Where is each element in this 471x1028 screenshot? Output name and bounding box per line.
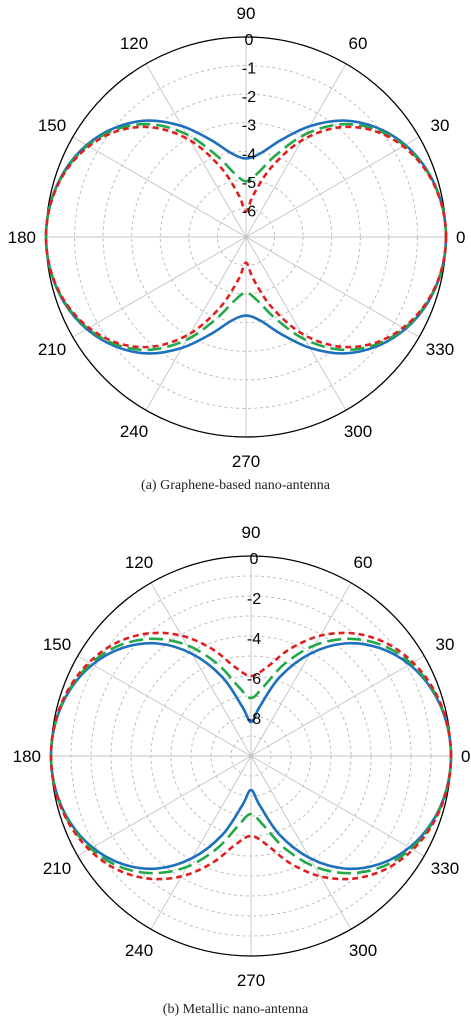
grid-spoke (250, 755, 352, 930)
polar-grid (46, 37, 446, 437)
radial-tick-label: 0 (250, 551, 259, 568)
angle-tick-label: 30 (436, 635, 455, 654)
grid-spoke (250, 655, 425, 757)
angle-tick-label: 60 (354, 553, 373, 572)
caption-graphene: (a) Graphene-based nano-antenna (141, 478, 330, 493)
grid-spoke (145, 63, 247, 238)
angle-tick-label: 240 (120, 422, 148, 441)
angle-tick-label: 120 (120, 34, 148, 53)
angle-tick-label: 270 (237, 971, 265, 990)
angle-tick-label: 210 (43, 859, 71, 878)
angle-tick-label: 0 (461, 747, 470, 766)
series-curves (49, 631, 453, 881)
angle-tick-label: 180 (13, 747, 41, 766)
radial-tick-label: -6 (247, 671, 261, 688)
radial-tick-label: -4 (242, 146, 256, 163)
radial-tick-label: -2 (247, 591, 261, 608)
polar-plot-metallic: 0 30 60 90 120 150 180 210 240 270 300 330 0 -2 -4 -6 -8 (13, 523, 471, 990)
grid-spoke (72, 236, 247, 338)
angle-tick-labels: 0 30 60 90 120 150 180 210 240 270 300 330 (8, 4, 466, 471)
angle-tick-label: 270 (232, 452, 260, 471)
angle-tick-label: 330 (431, 859, 459, 878)
angle-tick-label: 330 (426, 340, 454, 359)
grid-spoke (250, 582, 352, 757)
grid-spoke (245, 236, 347, 411)
radial-tick-label: -6 (242, 203, 256, 220)
grid-spoke (72, 136, 247, 238)
grid-spoke (245, 236, 420, 338)
angle-tick-label: 150 (38, 116, 66, 135)
polar-plot-graphene: 0 30 60 90 120 150 180 210 240 270 300 330 0 -1 -2 -3 -4… (8, 4, 466, 471)
radial-tick-label: -2 (242, 89, 256, 106)
grid-spoke (145, 236, 247, 411)
series-curve-2 (44, 122, 448, 352)
angle-tick-label: 210 (38, 340, 66, 359)
radial-tick-labels: 0 -1 -2 -3 -4 -5 -6 (242, 32, 256, 220)
grid-spoke (77, 755, 252, 857)
angle-tick-label: 90 (237, 4, 256, 23)
caption-metallic: (b) Metallic nano-antenna (162, 1002, 309, 1017)
angle-tick-label: 90 (242, 523, 261, 542)
angle-tick-label: 30 (431, 116, 450, 135)
angle-tick-label: 120 (125, 553, 153, 572)
radial-tick-label: -3 (242, 118, 256, 135)
polar-grid (51, 556, 451, 956)
angle-tick-label: 300 (344, 422, 372, 441)
radial-tick-label: -4 (247, 631, 261, 648)
angle-tick-labels: 0 30 60 90 120 150 180 210 240 270 300 330 (13, 523, 471, 990)
grid-spoke (250, 755, 425, 857)
radial-tick-label: -5 (242, 175, 256, 192)
radial-tick-label: -8 (247, 711, 261, 728)
angle-tick-label: 300 (349, 941, 377, 960)
radial-tick-label: 0 (245, 32, 254, 49)
radial-tick-label: -1 (242, 61, 256, 78)
angle-tick-label: 0 (456, 228, 465, 247)
radial-tick-labels: 0 -2 -4 -6 -8 (247, 551, 261, 728)
angle-tick-label: 240 (125, 941, 153, 960)
series-curve-3 (49, 631, 453, 881)
grid-spoke (245, 136, 420, 238)
angle-tick-label: 180 (8, 228, 36, 247)
grid-spoke (245, 63, 347, 238)
angle-tick-label: 60 (349, 34, 368, 53)
series-curves (44, 119, 448, 355)
grid-spoke (150, 755, 252, 930)
grid-spoke (77, 655, 252, 757)
series-curve-3 (44, 125, 448, 349)
angle-tick-label: 150 (43, 635, 71, 654)
grid-spoke (150, 582, 252, 757)
